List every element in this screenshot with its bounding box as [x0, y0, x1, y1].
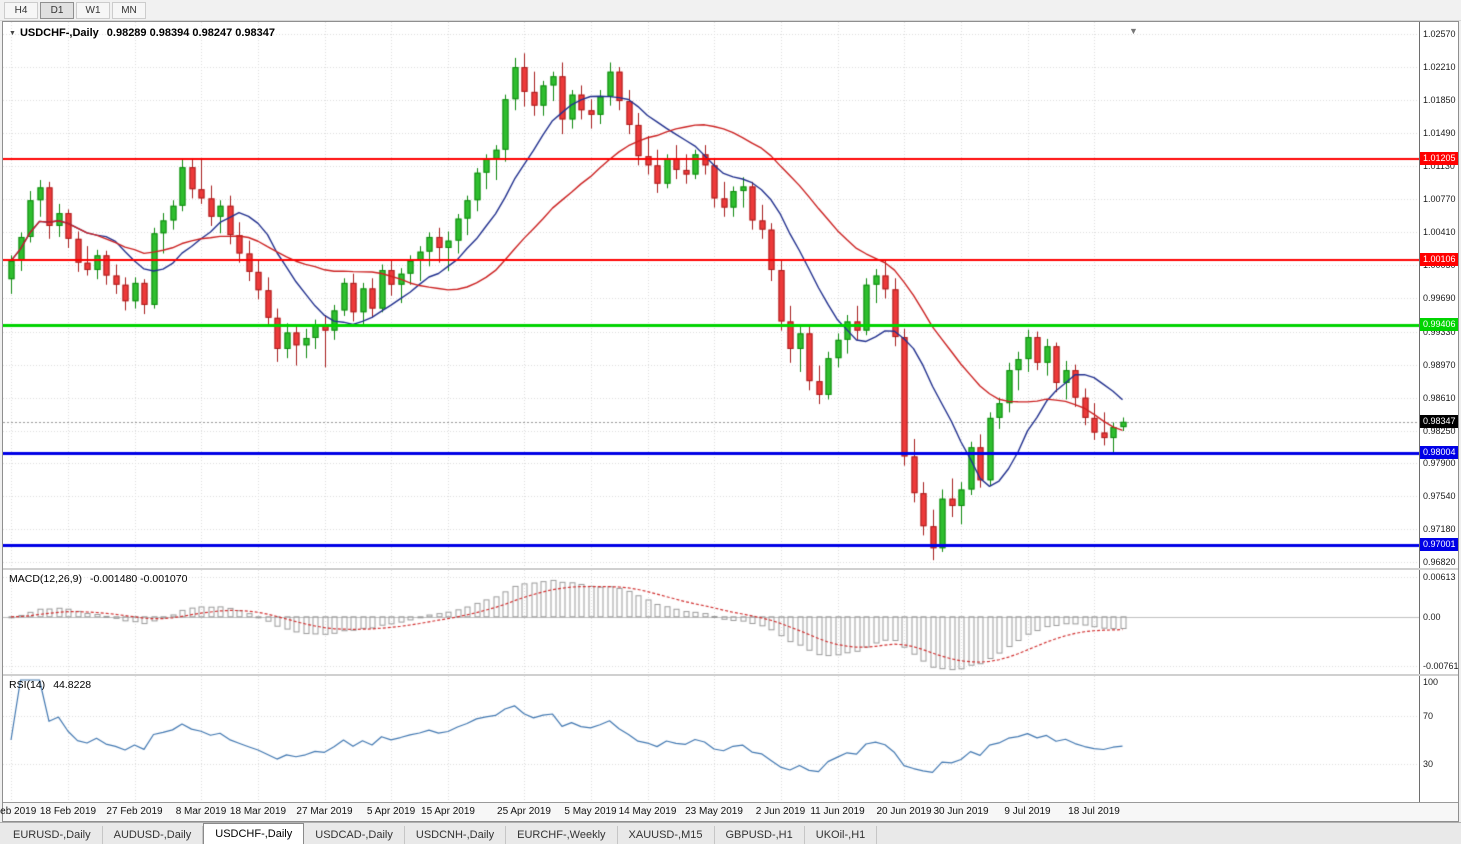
price-level-badge: 1.01205: [1420, 152, 1458, 166]
chart-dropdown-icon[interactable]: ▼: [9, 30, 16, 37]
date-tick-label: 27 Feb 2019: [106, 806, 163, 817]
rsi-canvas[interactable]: [3, 676, 1419, 802]
rsi-scale-label: 30: [1423, 759, 1434, 769]
macd-scale-label: -0.00761: [1423, 661, 1459, 672]
date-tick-label: 23 May 2019: [685, 806, 743, 817]
chart-ohlc-values: 0.98289 0.98394 0.98247 0.98347: [106, 27, 275, 39]
price-level-badge: 1.00106: [1420, 253, 1458, 267]
rsi-panel: RSI(14) 44.8228 100 70 30: [3, 674, 1458, 802]
chart-title: ▼ USDCHF-,Daily 0.98289 0.98394 0.98247 0.…: [9, 27, 275, 39]
current-price-badge: 0.98347: [1420, 414, 1458, 428]
price-tick-label: 0.97540: [1423, 490, 1456, 501]
price-tick-label: 1.01130: [1423, 161, 1455, 172]
price-tick-label: 0.97900: [1423, 457, 1456, 468]
timeframe-button-d1[interactable]: D1: [40, 1, 74, 19]
chart-tab-usdcnh-daily[interactable]: USDCNH-,Daily: [405, 826, 507, 844]
date-tick-label: 27 Mar 2019: [296, 806, 353, 817]
macd-axis[interactable]: 0.00613 0.00 -0.00761: [1419, 570, 1459, 674]
date-tick-label: 2 Jun 2019: [755, 806, 806, 817]
macd-label: MACD(12,26,9): [9, 573, 82, 585]
date-tick-label: 18 Jul 2019: [1068, 806, 1120, 817]
macd-canvas[interactable]: [3, 570, 1419, 674]
price-tick-label: 1.01490: [1423, 128, 1456, 139]
chart-tab-xauusd-m15[interactable]: XAUUSD-,M15: [618, 826, 715, 844]
macd-panel: MACD(12,26,9) -0.001480 -0.001070 0.00613…: [3, 568, 1459, 674]
price-level-badge: 0.99406: [1420, 317, 1458, 331]
rsi-title: RSI(14) 44.8228: [9, 679, 91, 691]
rsi-value: 44.8228: [53, 679, 92, 691]
chart-tabbar: EURUSD-,Daily AUDUSD-,Daily USDCHF-,Daily U…: [0, 822, 1461, 844]
rsi-label: RSI(14): [9, 679, 46, 691]
date-tick-label: 11 Jun 2019: [810, 806, 865, 817]
chart-symbol-label: USDCHF-,Daily: [19, 27, 99, 39]
price-level-badge: 0.98004: [1420, 446, 1458, 460]
price-tick-label: 1.00410: [1423, 227, 1456, 238]
macd-title: MACD(12,26,9) -0.001480 -0.001070: [9, 573, 187, 585]
price-tick-label: 0.97180: [1423, 523, 1456, 534]
date-tick-label: 18 Feb 2019: [39, 806, 97, 817]
date-tick-label: 8 Mar 2019: [175, 806, 227, 817]
chart-tab-ukoil-h1[interactable]: UKOil-,H1: [805, 826, 878, 844]
chart-shift-marker-icon: ▼: [1129, 26, 1138, 36]
timeframe-button-mn[interactable]: MN: [112, 1, 146, 19]
price-panel: ▼ USDCHF-,Daily 0.98289 0.98394 0.98247 0.…: [3, 22, 1458, 568]
price-level-badge: 0.97001: [1420, 538, 1458, 552]
macd-scale-label: 0.00613: [1423, 571, 1456, 582]
date-tick-label: 30 Jun 2019: [933, 806, 989, 817]
macd-scale-label: 0.00: [1423, 611, 1441, 622]
timeframe-button-h4[interactable]: H4: [4, 1, 38, 19]
rsi-scale-label: 70: [1423, 711, 1434, 721]
chart-tab-eurusd-daily[interactable]: EURUSD-,Daily: [2, 826, 103, 844]
price-tick-label: 0.98610: [1423, 392, 1456, 403]
price-tick-label: 0.99330: [1423, 326, 1456, 337]
chart-tab-eurchf-weekly[interactable]: EURCHF-,Weekly: [506, 826, 618, 844]
date-tick-label: 5 May 2019: [564, 806, 617, 817]
date-tick-label: 14 May 2019: [618, 806, 677, 817]
price-tick-label: 0.98250: [1423, 425, 1456, 436]
price-tick-label: 1.02210: [1423, 62, 1456, 73]
date-tick-label: 15 Apr 2019: [421, 806, 475, 817]
price-tick-label: 1.00770: [1423, 194, 1456, 205]
chart-tab-usdchf-daily[interactable]: USDCHF-,Daily: [203, 823, 305, 844]
timeframe-button-w1[interactable]: W1: [76, 1, 110, 19]
price-tick-label: 1.02570: [1423, 29, 1456, 40]
date-tick-label: 18 Mar 2019: [229, 806, 287, 817]
chart-tab-gbpusd-h1[interactable]: GBPUSD-,H1: [715, 826, 805, 844]
chart-window: ▼ USDCHF-,Daily 0.98289 0.98394 0.98247 0.…: [0, 21, 1459, 822]
date-tick-label: 8 Feb 2019: [0, 806, 37, 817]
timeframe-toolbar: H4 D1 W1 MN: [0, 0, 1461, 21]
rsi-scale-label: 100: [1423, 677, 1439, 687]
date-tick-label: 9 Jul 2019: [1004, 806, 1051, 817]
macd-values: -0.001480 -0.001070: [89, 573, 188, 585]
main-chart-canvas[interactable]: [3, 22, 1419, 568]
price-tick-label: 0.96820: [1423, 557, 1456, 568]
chart-tab-audusd-daily[interactable]: AUDUSD-,Daily: [103, 826, 204, 844]
rsi-axis[interactable]: 100 70 30: [1419, 676, 1458, 802]
date-tick-label: 20 Jun 2019: [876, 806, 932, 817]
price-tick-label: 1.01850: [1423, 95, 1456, 106]
date-tick-label: 25 Apr 2019: [497, 806, 551, 817]
price-tick-label: 0.98970: [1423, 359, 1456, 370]
date-tick-label: 5 Apr 2019: [366, 806, 416, 817]
price-tick-label: 0.99690: [1423, 293, 1456, 304]
price-axis[interactable]: 1.02570 1.02210 1.01850 1.01490 1.01130 1.007…: [1419, 22, 1458, 568]
chart-tab-usdcad-daily[interactable]: USDCAD-,Daily: [304, 826, 405, 844]
